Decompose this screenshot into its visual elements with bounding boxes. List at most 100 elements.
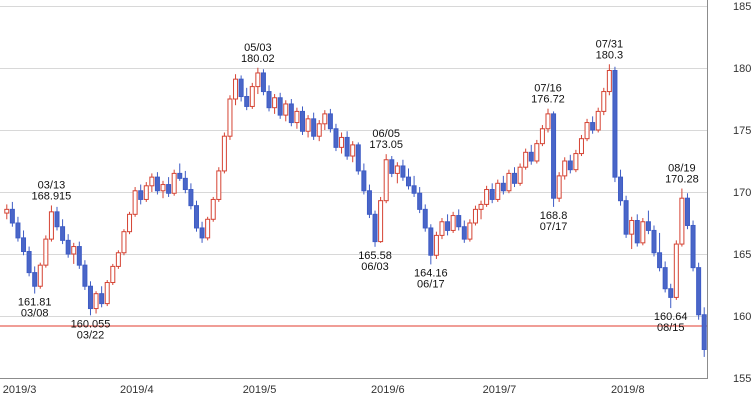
candle: [584, 118, 590, 142]
svg-text:170.28: 170.28: [665, 174, 699, 186]
candle: [573, 149, 579, 173]
candle: [629, 216, 635, 250]
candle: [132, 187, 138, 217]
x-tick-label: 2019/3: [3, 384, 37, 396]
candle: [327, 108, 333, 133]
svg-text:07/31: 07/31: [596, 38, 624, 50]
svg-text:06/17: 06/17: [417, 278, 445, 290]
candle: [333, 123, 339, 152]
candle: [422, 204, 428, 232]
candle: [82, 260, 88, 290]
candle: [690, 220, 696, 272]
candle: [154, 172, 160, 195]
candle: [450, 211, 456, 233]
y-tick-label: 155: [733, 373, 751, 385]
svg-text:03/22: 03/22: [77, 329, 105, 341]
candle: [99, 286, 105, 308]
candle: [523, 148, 529, 170]
candle: [288, 99, 294, 127]
candle: [495, 179, 501, 202]
candle: [696, 262, 702, 320]
candle: [48, 205, 54, 242]
candle: [143, 182, 149, 202]
candle: [484, 185, 490, 207]
candle: [595, 107, 601, 133]
candle: [283, 100, 289, 122]
svg-text:180.3: 180.3: [596, 49, 624, 61]
y-tick-label: 175: [733, 125, 751, 137]
candle: [601, 87, 607, 116]
candle: [121, 229, 127, 256]
candle: [166, 177, 172, 197]
svg-text:161.81: 161.81: [18, 297, 52, 309]
candle: [428, 224, 434, 265]
candle: [389, 156, 395, 178]
candle: [71, 242, 77, 264]
candles-layer: [4, 64, 707, 357]
candle: [456, 209, 462, 231]
candle: [668, 283, 674, 309]
candle: [640, 218, 646, 246]
candle: [411, 175, 417, 197]
svg-text:06/03: 06/03: [361, 261, 389, 273]
x-tick-label: 2019/6: [371, 384, 405, 396]
axis-lines: [0, 0, 708, 379]
svg-text:168.915: 168.915: [32, 190, 72, 202]
candle: [406, 168, 412, 190]
candle: [512, 167, 518, 188]
candle: [350, 141, 356, 163]
candle: [54, 206, 60, 231]
candle: [383, 154, 389, 204]
candle: [556, 172, 562, 202]
candle: [578, 134, 584, 157]
candle: [590, 116, 596, 134]
candle: [305, 115, 311, 138]
candle: [138, 184, 144, 205]
candle: [684, 193, 690, 230]
candle: [311, 112, 317, 140]
candle: [9, 201, 15, 227]
candle: [562, 157, 568, 180]
candle: [266, 85, 272, 112]
candle: [193, 200, 199, 232]
candle: [177, 163, 183, 181]
candle: [461, 220, 467, 243]
candle: [322, 110, 328, 130]
candle: [478, 200, 484, 220]
candle: [110, 263, 116, 285]
candle: [26, 246, 32, 277]
candle: [299, 106, 305, 135]
price-annotation: 168.807/17: [540, 210, 568, 233]
candle: [606, 64, 612, 96]
candle: [394, 162, 400, 184]
svg-text:06/05: 06/05: [372, 128, 400, 140]
candle: [623, 195, 629, 238]
candle: [506, 169, 512, 194]
candle: [500, 175, 506, 195]
candle: [467, 219, 473, 242]
candle: [188, 183, 194, 210]
candle: [472, 205, 478, 226]
candle: [221, 132, 227, 174]
svg-text:164.16: 164.16: [414, 267, 448, 279]
candle: [445, 214, 451, 236]
candle: [400, 159, 406, 181]
svg-text:165.58: 165.58: [358, 250, 392, 262]
y-tick-label: 185: [733, 1, 751, 13]
candle: [618, 169, 624, 206]
svg-text:07/16: 07/16: [534, 83, 562, 95]
candle: [260, 69, 266, 96]
x-tick-label: 2019/7: [483, 384, 517, 396]
x-tick-label: 2019/5: [243, 384, 277, 396]
candle: [316, 120, 322, 142]
candle: [651, 225, 657, 257]
svg-text:08/19: 08/19: [668, 163, 696, 175]
